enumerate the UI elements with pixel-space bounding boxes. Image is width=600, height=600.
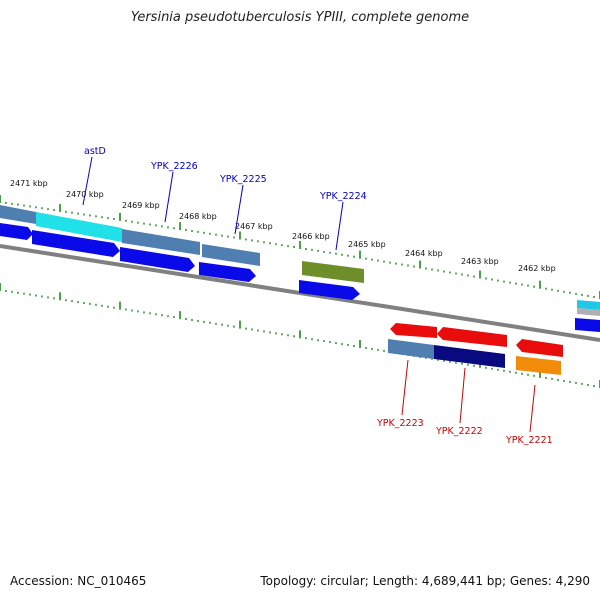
gene-label-reverse[interactable]: YPK_2222 — [435, 426, 483, 437]
gene-label-forward[interactable]: YPK_2225 — [219, 174, 267, 185]
inner-tick-ring — [0, 283, 600, 388]
tick-label: 2463 kbp — [461, 257, 499, 266]
gene-arrow-reverse[interactable] — [516, 339, 563, 357]
gene-arrow-forward[interactable] — [32, 230, 120, 257]
label-leader-line — [401, 359, 409, 416]
label-leader-line — [164, 171, 174, 223]
label-leader-line — [459, 367, 466, 424]
label-leader-line — [234, 184, 244, 235]
tick-label: 2464 kbp — [405, 249, 443, 258]
label-leader-line — [82, 156, 93, 206]
gene-label-forward[interactable]: astD — [84, 146, 106, 157]
genome-summary-text: Topology: circular; Length: 4,689,441 bp… — [260, 574, 590, 588]
forward-arrow-row — [0, 223, 600, 332]
gene-bar-steelblue[interactable] — [388, 339, 434, 359]
reverse-feature-row — [388, 339, 561, 375]
tick-label: 2462 kbp — [518, 264, 556, 273]
gene-arrow-reverse[interactable] — [390, 323, 437, 338]
gene-bar-orange[interactable] — [516, 356, 561, 375]
label-leader-line — [335, 201, 344, 251]
tick-label: 2468 kbp — [179, 212, 217, 221]
gene-bar-navy[interactable] — [434, 345, 505, 368]
gene-arrow-forward[interactable] — [575, 318, 600, 332]
gene-bar-steelblue[interactable] — [122, 229, 200, 255]
gene-label-forward[interactable]: YPK_2226 — [150, 161, 198, 172]
gene-arrow-forward[interactable] — [0, 223, 33, 240]
label-leader-line — [529, 384, 536, 433]
map-title: Yersinia pseudotuberculosis YPIII, compl… — [130, 10, 470, 25]
tick-label: 2469 kbp — [122, 201, 160, 210]
tick-label: 2466 kbp — [292, 232, 330, 241]
gene-bar-cyan[interactable] — [36, 212, 122, 242]
gene-bar-olive[interactable] — [302, 261, 364, 283]
gene-arrow-forward[interactable] — [120, 247, 195, 272]
gene-label-reverse[interactable]: YPK_2221 — [505, 435, 553, 446]
gene-arrow-forward[interactable] — [299, 280, 360, 300]
forward-feature-row — [0, 205, 600, 316]
gene-bar-steelblue[interactable] — [202, 244, 260, 266]
tick-label: 2465 kbp — [348, 240, 386, 249]
reverse-arrow-row — [390, 323, 563, 357]
gene-bar-grey[interactable] — [577, 308, 600, 316]
gene-arrow-reverse[interactable] — [437, 327, 507, 347]
gene-label-forward[interactable]: YPK_2224 — [319, 191, 367, 202]
gene-bar-cyan[interactable] — [577, 300, 600, 310]
tick-label: 2467 kbp — [235, 222, 273, 231]
tick-label: 2471 kbp — [10, 179, 48, 188]
gene-arrow-forward[interactable] — [199, 262, 256, 282]
accession-text: Accession: NC_010465 — [10, 574, 147, 588]
gene-label-reverse[interactable]: YPK_2223 — [376, 418, 424, 429]
gene-bar-steelblue[interactable] — [0, 205, 36, 224]
outer-tick-ring — [0, 195, 600, 299]
